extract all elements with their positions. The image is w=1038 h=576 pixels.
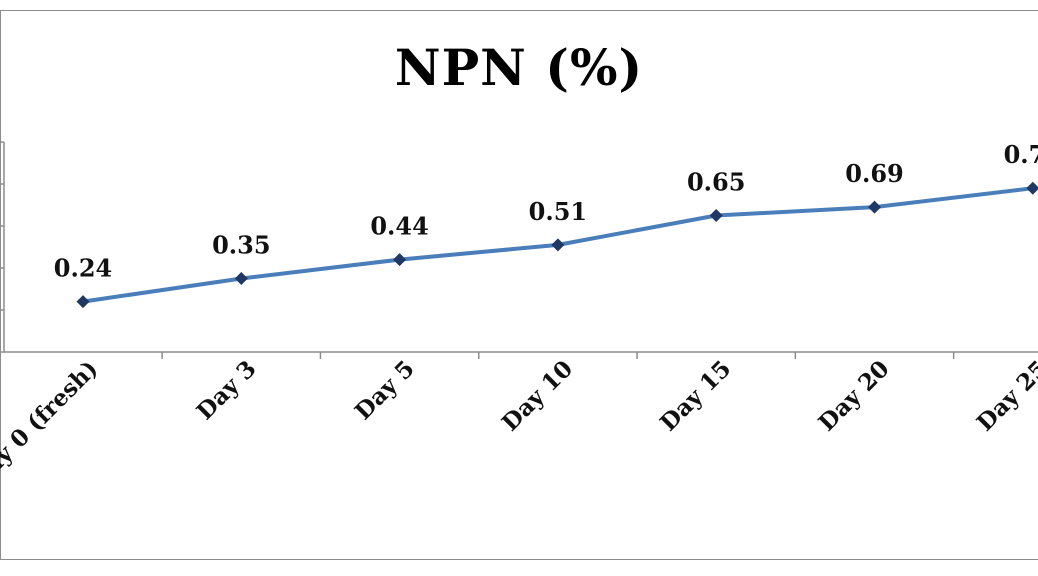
- x-tick-label: Day 25: [972, 355, 1038, 436]
- axes: [0, 141, 1038, 359]
- data-label: 0.24: [54, 254, 112, 283]
- x-tick-label: Day 10: [497, 355, 578, 436]
- data-label: 0.69: [845, 159, 903, 188]
- data-label: 0.51: [529, 197, 587, 226]
- data-point-marker: [234, 272, 248, 285]
- data-label: 0.65: [687, 168, 745, 197]
- x-tick-label: Day 0 (fresh): [0, 355, 103, 493]
- chart-title: NPN (%): [394, 38, 644, 97]
- data-point-marker: [1026, 181, 1038, 195]
- series-line-group: [76, 181, 1038, 309]
- x-tick-label: Day 15: [655, 355, 736, 436]
- chart-frame: [0, 10, 1038, 560]
- data-point-marker: [709, 209, 723, 222]
- x-tick-labels: Day 0 (fresh) Day 3 Day 5 Day 10 Day 15 Day 2…: [0, 355, 1038, 493]
- data-point-marker: [551, 238, 565, 252]
- x-tick-label: Day 5: [350, 355, 420, 425]
- data-point-marker: [76, 295, 90, 309]
- data-label: 0.78: [1004, 140, 1038, 169]
- data-label: 0.35: [212, 231, 270, 260]
- data-point-marker: [393, 253, 407, 267]
- data-labels: 0.24 0.35 0.44 0.51 0.65 0.69 0.78: [54, 140, 1038, 282]
- data-point-marker: [868, 200, 881, 214]
- data-label: 0.44: [370, 212, 428, 241]
- x-tick-label: Day 20: [813, 355, 894, 436]
- x-tick-label: Day 3: [191, 355, 261, 425]
